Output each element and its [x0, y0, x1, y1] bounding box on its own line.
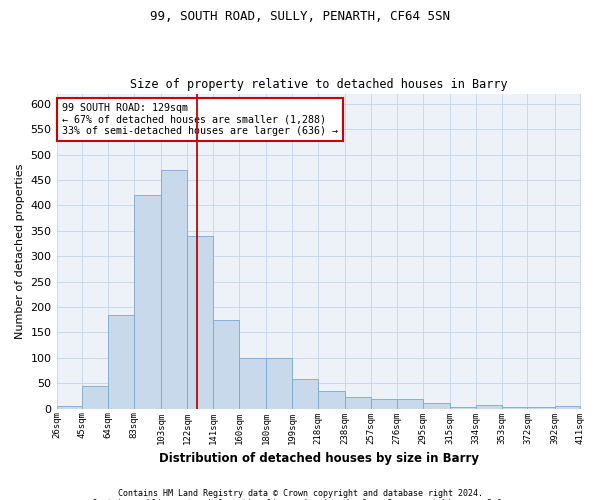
Bar [213, 320, 239, 408]
Text: Contains HM Land Registry data © Crown copyright and database right 2024.: Contains HM Land Registry data © Crown c… [118, 488, 482, 498]
Text: Contains public sector information licensed under the Open Government Licence v3: Contains public sector information licen… [92, 498, 508, 500]
X-axis label: Distribution of detached houses by size in Barry: Distribution of detached houses by size … [158, 452, 479, 465]
Title: Size of property relative to detached houses in Barry: Size of property relative to detached ho… [130, 78, 508, 91]
Bar [292, 379, 318, 408]
Bar [161, 170, 187, 408]
Bar [239, 358, 266, 408]
Bar [82, 386, 108, 408]
Bar [502, 407, 527, 408]
Bar [476, 405, 502, 408]
Bar [345, 398, 371, 408]
Bar [134, 195, 161, 408]
Bar [187, 236, 213, 408]
Text: 99, SOUTH ROAD, SULLY, PENARTH, CF64 5SN: 99, SOUTH ROAD, SULLY, PENARTH, CF64 5SN [150, 10, 450, 23]
Bar [422, 402, 450, 408]
Bar [554, 406, 580, 408]
Y-axis label: Number of detached properties: Number of detached properties [15, 164, 25, 339]
Bar [527, 407, 554, 408]
Bar [450, 407, 476, 408]
Bar [397, 400, 422, 408]
Bar [108, 314, 134, 408]
Bar [266, 358, 292, 408]
Text: 99 SOUTH ROAD: 129sqm
← 67% of detached houses are smaller (1,288)
33% of semi-d: 99 SOUTH ROAD: 129sqm ← 67% of detached … [62, 103, 338, 136]
Bar [371, 400, 397, 408]
Bar [56, 406, 82, 408]
Bar [318, 391, 345, 408]
